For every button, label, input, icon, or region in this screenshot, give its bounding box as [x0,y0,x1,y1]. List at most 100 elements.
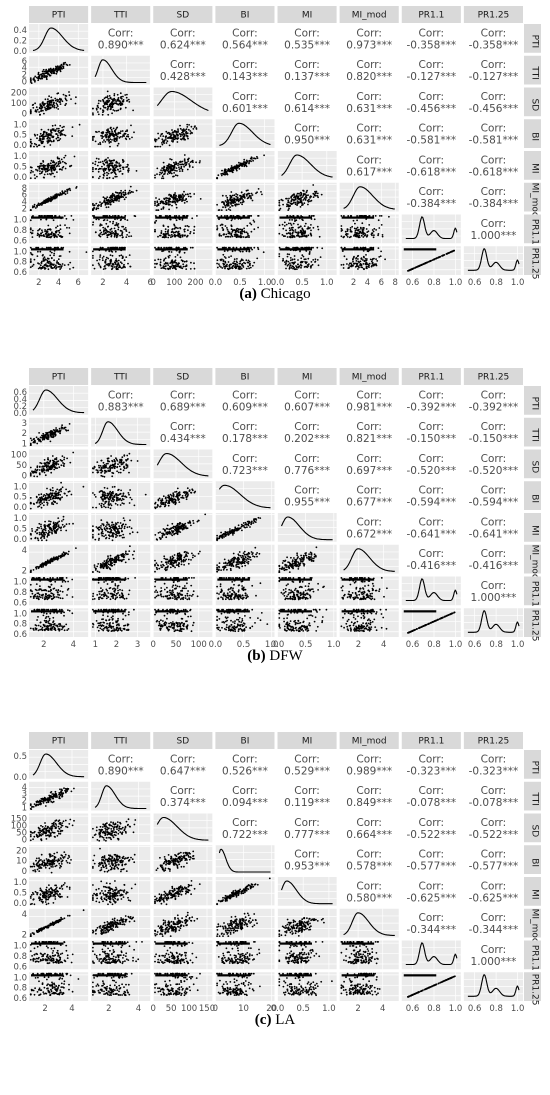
x-tick-label: 2 [114,640,119,650]
row-strip [524,940,541,970]
correlation-cell: Corr:0.776*** [277,449,338,479]
corr-value: 0.981*** [346,401,392,413]
scatter-points [278,184,323,212]
corr-value: -0.127*** [407,71,457,83]
corr-label: Corr: [419,753,445,765]
density-curve [94,785,147,810]
corr-label: Corr: [419,516,445,528]
scatter-cell [215,544,275,574]
scatter-cell [91,544,151,574]
column-strip [339,732,399,749]
corr-value: -0.625*** [469,892,519,904]
y-tick-label: 1.0 [13,482,27,492]
scatter-cell [152,940,213,970]
corr-value: -0.127*** [469,71,519,83]
corr-value: 0.631*** [346,135,392,147]
y-tick-label: 1.0 [13,973,27,983]
density-cell [463,972,523,1001]
correlation-cell: Corr:-0.416*** [463,544,524,574]
scatter-points [92,452,139,478]
correlation-cell: Corr:0.664*** [339,813,400,843]
density-cell [215,481,275,510]
x-tick-label: 0.6 [406,640,420,650]
x-tick-label: 0.6 [468,278,482,288]
scatter-points [154,550,201,573]
corr-label: Corr: [356,91,382,103]
y-tick-label: 10 [16,857,27,867]
scatter-cell [29,877,89,907]
corr-value: -0.416*** [469,560,519,572]
scatter-points [340,608,388,633]
corr-label: Corr: [356,421,382,433]
corr-value: 0.631*** [346,103,392,115]
corr-value: 0.849*** [346,797,392,809]
scatter-points [92,246,132,271]
correlation-cell: Corr:0.890*** [90,749,151,780]
corr-label: Corr: [481,218,507,230]
row-label: BI [530,494,540,503]
density-cell [91,417,151,447]
x-tick-label: 2 [355,1004,360,1014]
x-tick-label: 100 [181,1004,197,1014]
scatter-cell [277,576,337,606]
column-label: PR1.25 [478,373,510,383]
scatter-points [92,577,137,601]
corr-label: Corr: [170,421,196,433]
correlation-cell: Corr:0.821*** [339,417,400,447]
x-tick-label: 1.0 [320,278,334,288]
density-curve [32,27,85,51]
x-tick-label: 6 [76,278,81,288]
corr-label: Corr: [481,421,507,433]
column-strip [91,732,151,749]
scatter-cell [152,845,213,875]
corr-label: Corr: [108,27,134,39]
corr-label: Corr: [170,785,196,797]
corr-label: Corr: [419,880,445,892]
x-tick-label: 0.6 [406,1004,420,1014]
y-tick-label: 0.8 [13,620,27,630]
corr-value: 0.973*** [346,39,392,51]
correlation-cell: Corr:0.607*** [277,385,338,416]
scatter-cell [29,182,89,212]
row-label: PR1.25 [530,974,540,1006]
correlation-cell: Corr:0.137*** [277,55,338,85]
y-tick-label: 0.0 [13,535,27,545]
caption-label: (a) [239,286,257,302]
scatter-points [29,154,76,180]
scatter-points [216,246,265,271]
x-tick-label: 0.5 [295,278,309,288]
y-tick-label: 1.0 [13,247,27,257]
scatter-points [92,847,136,873]
correlation-cell: Corr:-0.078*** [463,781,524,811]
correlation-cell: Corr:-0.392*** [463,385,524,416]
scatter-cell [29,246,89,275]
scatter-cell [339,972,399,1001]
density-curve [218,484,271,509]
y-tick-label: 50 [16,828,27,838]
scatter-points [92,818,137,842]
scatter-points [92,215,137,239]
scatter-cell [152,608,213,637]
correlation-cell: Corr:0.849*** [339,781,400,811]
scatter-points [92,608,135,632]
density-curve [32,389,85,414]
correlation-cell: Corr:0.955*** [277,480,338,511]
row-strip [524,576,541,606]
x-tick-label: 100 [166,278,182,288]
correlation-cell: Corr:0.624*** [152,23,213,54]
scatter-cell [152,246,213,275]
row-strip [524,513,541,542]
correlation-cell: Corr:1.000*** [463,940,524,970]
corr-value: 0.535*** [284,39,330,51]
scatter-cell [152,151,213,181]
x-tick-label: 0 [213,1004,218,1014]
column-strip [277,6,337,23]
scatter-cell [91,182,151,212]
column-label: MI_mod [352,373,387,383]
scatter-points [154,154,201,180]
scatter-cell [29,151,89,181]
x-tick-label: 2 [42,1004,47,1014]
row-strip [524,55,541,85]
correlation-cell: Corr:-0.594*** [401,480,462,511]
correlation-cell: Corr:-0.078*** [401,781,462,811]
